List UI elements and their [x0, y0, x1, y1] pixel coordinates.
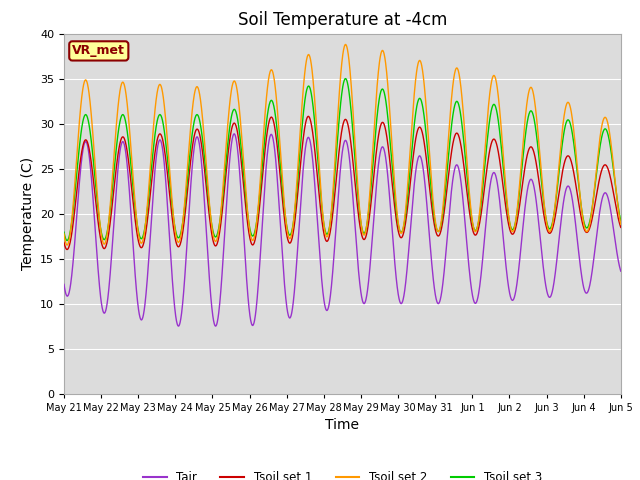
Legend: Tair, Tsoil set 1, Tsoil set 2, Tsoil set 3: Tair, Tsoil set 1, Tsoil set 2, Tsoil se…: [138, 466, 547, 480]
Text: VR_met: VR_met: [72, 44, 125, 58]
X-axis label: Time: Time: [325, 418, 360, 432]
Y-axis label: Temperature (C): Temperature (C): [20, 157, 35, 270]
Title: Soil Temperature at -4cm: Soil Temperature at -4cm: [237, 11, 447, 29]
